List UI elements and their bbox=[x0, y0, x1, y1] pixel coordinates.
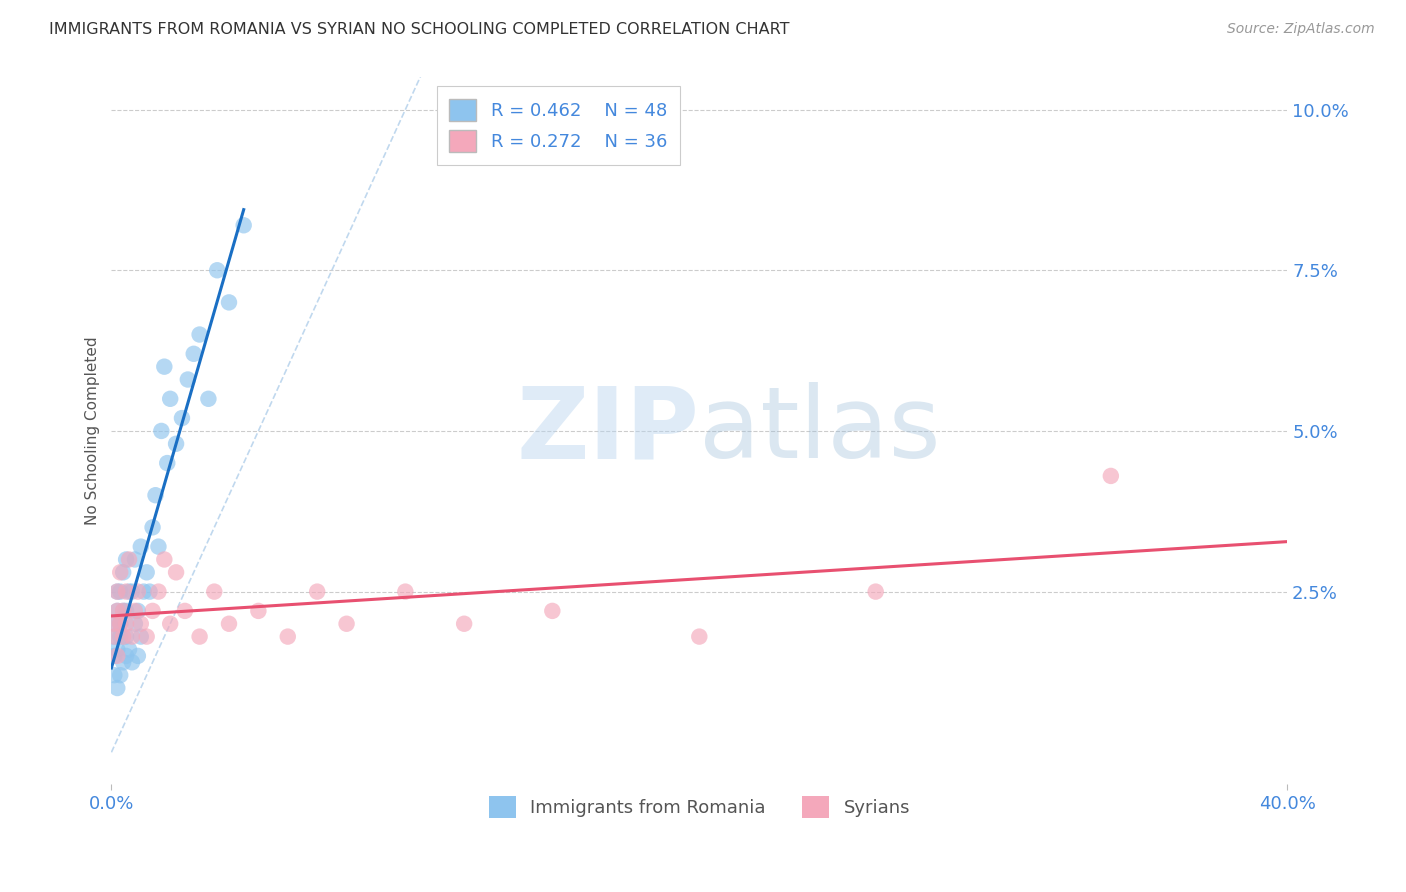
Point bbox=[145, 488, 167, 502]
Text: IMMIGRANTS FROM ROMANIA VS SYRIAN NO SCHOOLING COMPLETED CORRELATION CHART: IMMIGRANTS FROM ROMANIA VS SYRIAN NO SCH… bbox=[49, 22, 790, 37]
Point bbox=[112, 604, 135, 618]
Point bbox=[110, 566, 132, 580]
Point bbox=[335, 616, 357, 631]
Point bbox=[121, 630, 143, 644]
Point bbox=[165, 566, 187, 580]
Point bbox=[129, 616, 152, 631]
Point bbox=[115, 616, 138, 631]
Point bbox=[103, 630, 125, 644]
Point bbox=[129, 540, 152, 554]
Point bbox=[174, 604, 197, 618]
Point bbox=[124, 552, 146, 566]
Point bbox=[129, 630, 152, 644]
Point bbox=[118, 552, 141, 566]
Point bbox=[1099, 469, 1122, 483]
Point bbox=[103, 668, 125, 682]
Point bbox=[110, 584, 132, 599]
Point bbox=[121, 584, 143, 599]
Point bbox=[207, 263, 229, 277]
Point bbox=[110, 616, 132, 631]
Point bbox=[110, 630, 132, 644]
Point bbox=[105, 584, 128, 599]
Point bbox=[247, 604, 270, 618]
Point bbox=[153, 359, 176, 374]
Point bbox=[110, 616, 132, 631]
Point bbox=[105, 648, 128, 663]
Point bbox=[115, 584, 138, 599]
Point bbox=[865, 584, 887, 599]
Point bbox=[277, 630, 299, 644]
Point bbox=[110, 668, 132, 682]
Point bbox=[202, 584, 225, 599]
Y-axis label: No Schooling Completed: No Schooling Completed bbox=[86, 336, 100, 525]
Point bbox=[105, 642, 128, 657]
Point bbox=[453, 616, 475, 631]
Point bbox=[132, 584, 155, 599]
Point bbox=[112, 656, 135, 670]
Point bbox=[103, 630, 125, 644]
Point bbox=[394, 584, 416, 599]
Point bbox=[148, 540, 170, 554]
Point bbox=[127, 584, 149, 599]
Point bbox=[188, 630, 211, 644]
Point bbox=[197, 392, 219, 406]
Point bbox=[183, 347, 205, 361]
Point bbox=[153, 552, 176, 566]
Point bbox=[105, 681, 128, 695]
Point bbox=[112, 566, 135, 580]
Point bbox=[135, 566, 157, 580]
Point bbox=[103, 648, 125, 663]
Point bbox=[112, 604, 135, 618]
Point bbox=[218, 295, 240, 310]
Legend: Immigrants from Romania, Syrians: Immigrants from Romania, Syrians bbox=[481, 789, 917, 825]
Point bbox=[124, 604, 146, 618]
Point bbox=[218, 616, 240, 631]
Text: Source: ZipAtlas.com: Source: ZipAtlas.com bbox=[1227, 22, 1375, 37]
Point bbox=[156, 456, 179, 470]
Point bbox=[138, 584, 160, 599]
Point bbox=[115, 648, 138, 663]
Point bbox=[127, 604, 149, 618]
Point bbox=[165, 437, 187, 451]
Point bbox=[307, 584, 329, 599]
Point bbox=[688, 630, 710, 644]
Point bbox=[121, 656, 143, 670]
Point bbox=[105, 604, 128, 618]
Point bbox=[135, 630, 157, 644]
Point bbox=[142, 604, 165, 618]
Point bbox=[170, 411, 193, 425]
Point bbox=[148, 584, 170, 599]
Point bbox=[103, 616, 125, 631]
Point bbox=[142, 520, 165, 534]
Point bbox=[115, 604, 138, 618]
Point bbox=[159, 616, 181, 631]
Text: ZIP: ZIP bbox=[516, 383, 699, 479]
Point bbox=[188, 327, 211, 342]
Point bbox=[541, 604, 564, 618]
Point bbox=[118, 584, 141, 599]
Point bbox=[115, 630, 138, 644]
Point bbox=[159, 392, 181, 406]
Point bbox=[103, 616, 125, 631]
Point bbox=[127, 648, 149, 663]
Point bbox=[105, 584, 128, 599]
Point bbox=[177, 372, 200, 386]
Point bbox=[150, 424, 173, 438]
Point bbox=[105, 604, 128, 618]
Point bbox=[232, 219, 254, 233]
Point bbox=[115, 552, 138, 566]
Point bbox=[118, 642, 141, 657]
Point bbox=[112, 630, 135, 644]
Point bbox=[124, 616, 146, 631]
Text: atlas: atlas bbox=[699, 383, 941, 479]
